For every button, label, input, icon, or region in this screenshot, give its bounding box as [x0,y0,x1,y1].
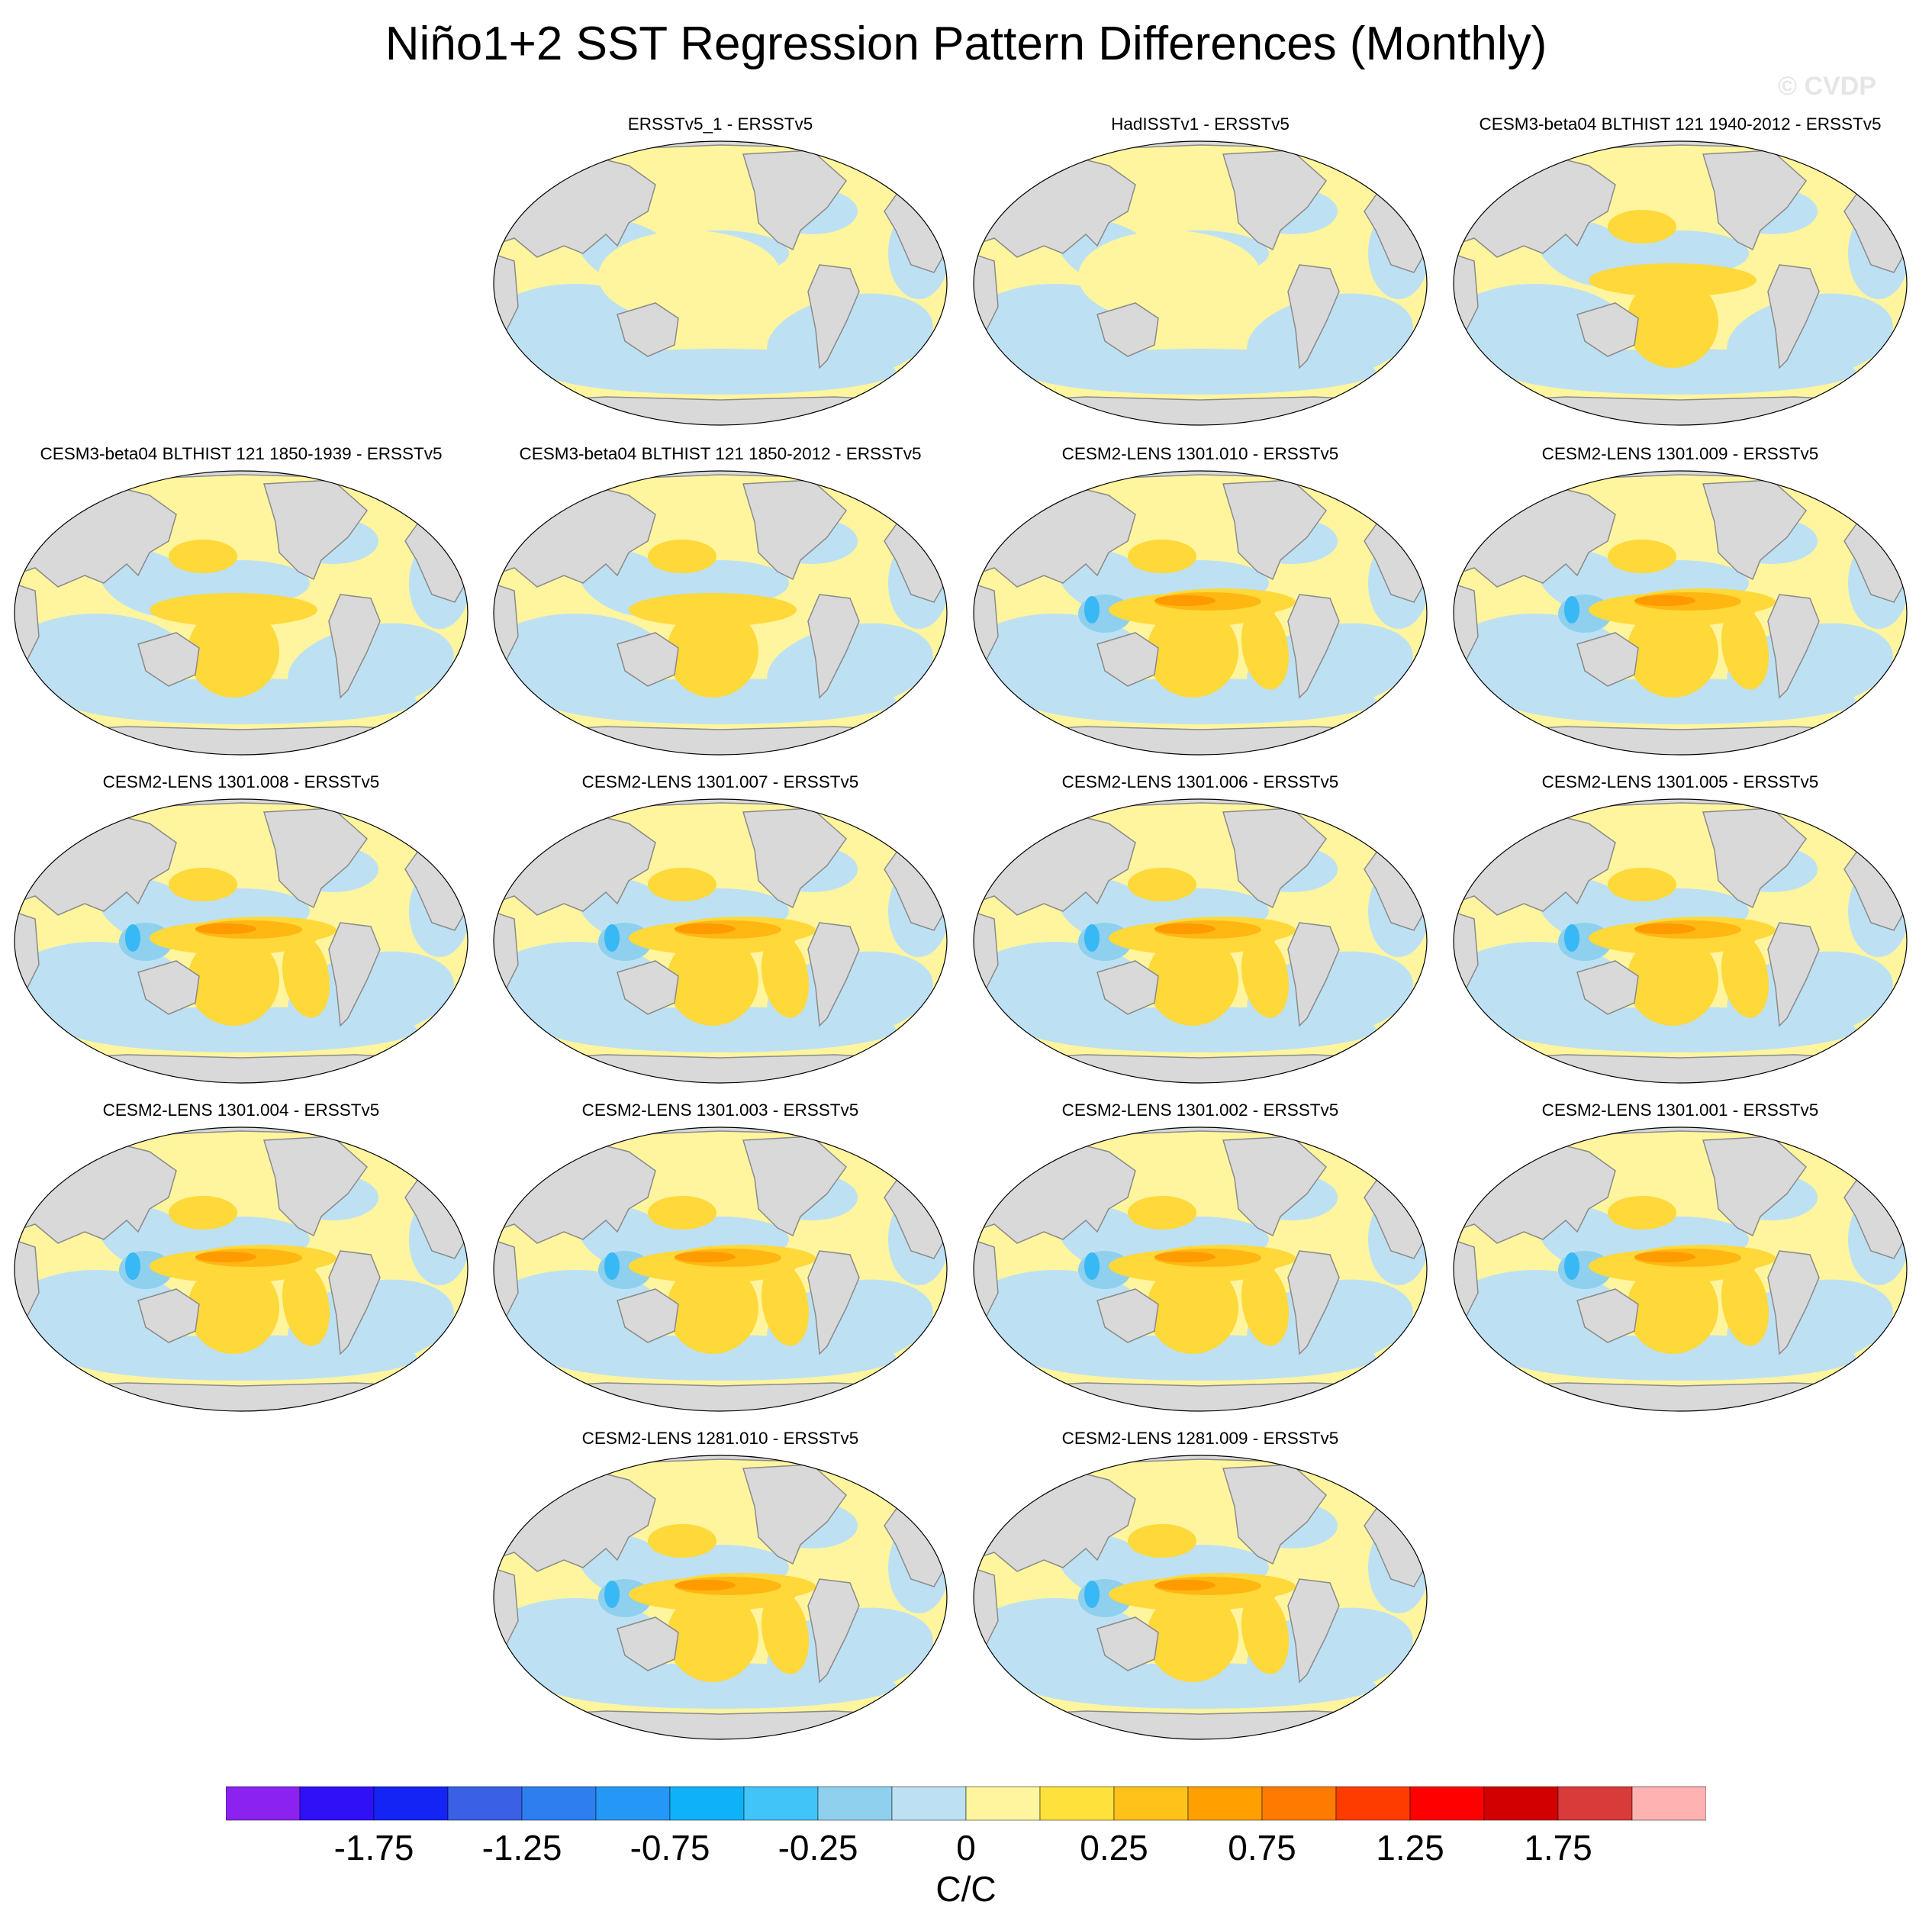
colorbar-tick-label: -1.25 [481,1828,562,1868]
map-panel: CESM3-beta04 BLTHIST 121 1940-2012 - ERS… [1451,114,1909,427]
panel-title: CESM3-beta04 BLTHIST 121 1850-1939 - ERS… [40,444,443,463]
map-panel: CESM2-LENS 1301.001 - ERSSTv5 [1451,1101,1909,1413]
colorbar-swatch [1557,1786,1633,1821]
panel-title: CESM2-LENS 1301.001 - ERSSTv5 [1541,1101,1819,1120]
colorbar-tick-label: 0.75 [1228,1828,1296,1868]
colorbar-swatch [1335,1786,1411,1821]
colorbar-swatch [447,1786,523,1821]
panel-title: CESM2-LENS 1301.003 - ERSSTv5 [581,1101,859,1120]
panel-title: CESM2-LENS 1301.002 - ERSSTv5 [1061,1101,1339,1120]
colorbar-swatch [1261,1786,1337,1821]
world-map [493,1455,948,1740]
colorbar-units: C/C [935,1869,997,1909]
watermark: © CVDP [1778,72,1876,101]
panel-title: CESM2-LENS 1301.008 - ERSSTv5 [102,772,380,791]
colorbar-swatch [669,1786,745,1821]
colorbar-tick-label: 1.75 [1524,1828,1592,1868]
world-map [493,470,948,756]
colorbar-tick-label: 0.25 [1080,1828,1148,1868]
world-map [493,1126,948,1412]
colorbar-tick-label: -0.75 [630,1828,710,1868]
world-map [1453,140,1908,426]
colorbar-swatch [1187,1786,1263,1821]
map-panel: CESM2-LENS 1301.009 - ERSSTv5 [1451,444,1909,757]
map-panel: CESM2-LENS 1281.009 - ERSSTv5 [971,1429,1429,1742]
map-panel: CESM2-LENS 1301.008 - ERSSTv5 [12,772,470,1085]
world-map [973,1126,1428,1412]
panel-title: CESM2-LENS 1301.009 - ERSSTv5 [1541,444,1819,463]
panel-title: ERSSTv5_1 - ERSSTv5 [627,114,813,134]
panel-title: CESM2-LENS 1301.007 - ERSSTv5 [581,772,859,791]
panel-title: HadISSTv1 - ERSSTv5 [1111,114,1290,134]
colorbar-tick-label: -0.25 [778,1828,858,1868]
panel-title: CESM2-LENS 1281.009 - ERSSTv5 [1061,1429,1339,1448]
colorbar-swatch [1483,1786,1559,1821]
world-map [973,1455,1428,1740]
world-map [1453,1126,1908,1412]
colorbar-swatch [226,1786,301,1821]
world-map [493,798,948,1084]
colorbar-tick-label: 0 [956,1828,976,1868]
world-map [493,140,948,426]
map-panel: HadISSTv1 - ERSSTv5 [971,114,1429,427]
colorbar-swatch [743,1786,819,1821]
colorbar-swatch [1631,1786,1706,1821]
colorbar-swatch [1113,1786,1189,1821]
map-panel: CESM2-LENS 1301.003 - ERSSTv5 [491,1101,949,1413]
colorbar-swatch [595,1786,671,1821]
panel-title: CESM2-LENS 1281.010 - ERSSTv5 [581,1429,859,1448]
map-panel: CESM2-LENS 1301.002 - ERSSTv5 [971,1101,1429,1413]
map-panel: CESM2-LENS 1301.007 - ERSSTv5 [491,772,949,1085]
map-panel: CESM3-beta04 BLTHIST 121 1850-1939 - ERS… [12,444,470,757]
colorbar-swatch [817,1786,893,1821]
colorbar-swatch [891,1786,967,1821]
panel-title: CESM3-beta04 BLTHIST 121 1940-2012 - ERS… [1479,114,1882,134]
panel-title: CESM2-LENS 1301.006 - ERSSTv5 [1061,772,1339,791]
colorbar-swatch [1409,1786,1485,1821]
colorbar [226,1786,1706,1821]
world-map [973,140,1428,426]
panel-title: CESM2-LENS 1301.010 - ERSSTv5 [1061,444,1339,463]
world-map [14,1126,469,1412]
colorbar-swatch [521,1786,597,1821]
colorbar-swatch [1039,1786,1115,1821]
panel-title: CESM3-beta04 BLTHIST 121 1850-2012 - ERS… [519,444,922,463]
map-panel: CESM2-LENS 1281.010 - ERSSTv5 [491,1429,949,1742]
world-map [1453,470,1908,756]
map-panel: CESM2-LENS 1301.006 - ERSSTv5 [971,772,1429,1085]
map-panel: CESM2-LENS 1301.010 - ERSSTv5 [971,444,1429,757]
page-title: Niño1+2 SST Regression Pattern Differenc… [385,18,1547,70]
map-panel: CESM3-beta04 BLTHIST 121 1850-2012 - ERS… [491,444,949,757]
colorbar-tick-label: 1.25 [1376,1828,1444,1868]
colorbar-tick-label: -1.75 [333,1828,414,1868]
colorbar-swatch [965,1786,1041,1821]
world-map [1453,798,1908,1084]
colorbar-swatch [373,1786,449,1821]
panel-title: CESM2-LENS 1301.005 - ERSSTv5 [1541,772,1819,791]
panel-title: CESM2-LENS 1301.004 - ERSSTv5 [102,1101,380,1120]
world-map [973,798,1428,1084]
world-map [14,798,469,1084]
world-map [14,470,469,756]
world-map [973,470,1428,756]
map-panel: CESM2-LENS 1301.005 - ERSSTv5 [1451,772,1909,1085]
map-panel: CESM2-LENS 1301.004 - ERSSTv5 [12,1101,470,1413]
colorbar-swatch [299,1786,375,1821]
map-panel: ERSSTv5_1 - ERSSTv5 [491,114,949,427]
